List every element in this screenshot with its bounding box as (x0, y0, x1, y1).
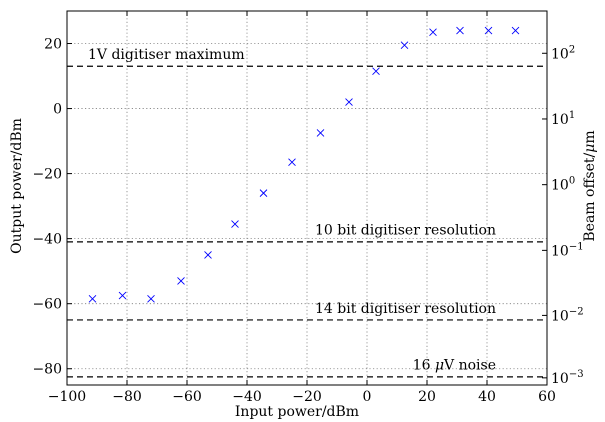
y2-tick-label: 10−3 (551, 369, 584, 387)
data-point (511, 26, 520, 35)
data-point (118, 291, 127, 300)
y2-tick-label: 10−1 (551, 241, 584, 259)
y-tick-label: −60 (32, 297, 62, 313)
y2-tick-label: 10−2 (551, 306, 584, 324)
y-axis-label: Output power/dBm (9, 118, 25, 254)
data-point (400, 41, 409, 49)
y2-axis-label: Beam offset/μm (582, 130, 598, 241)
reference-line-label: 10 bit digitiser resolution (315, 223, 496, 239)
x-axis-label: Input power/dBm (235, 404, 359, 420)
reference-line-label: 14 bit digitiser resolution (315, 301, 496, 317)
ticks (66, 11, 548, 385)
data-point (345, 98, 353, 106)
x-tick-label: 0 (363, 389, 372, 405)
data-markers (88, 26, 520, 303)
data-point (147, 294, 155, 303)
x-tick-label: −20 (292, 389, 322, 405)
data-point (456, 26, 464, 35)
data-point (88, 294, 97, 303)
data-point (288, 158, 296, 167)
x-tick-label: 20 (418, 389, 436, 405)
y2-tick-label: 100 (551, 176, 575, 194)
data-point (316, 129, 325, 137)
x-tick-label: −80 (112, 389, 142, 405)
x-tick-label: 60 (538, 389, 556, 405)
data-point (231, 220, 239, 228)
x-tick-label: 40 (478, 389, 496, 405)
data-point (484, 26, 493, 35)
data-point (204, 251, 212, 259)
reference-lines (67, 65, 547, 378)
reference-line-label: 16 μV noise (413, 358, 496, 374)
y-tick-label: 20 (44, 37, 62, 53)
x-tick-label: −40 (232, 389, 262, 405)
data-point (177, 277, 185, 285)
labels: −100 −80 −60 −40 −20 0 20 40 60 −80 −60 −40 −20 0 20 10… (9, 37, 598, 420)
reference-line-label: 1V digitiser maximum (88, 47, 245, 63)
y2-tick-label: 102 (551, 44, 575, 62)
y2-tick-label: 101 (551, 110, 575, 128)
x-tick-label: −100 (48, 389, 86, 405)
grid (67, 11, 547, 385)
y-tick-label: −20 (32, 167, 62, 183)
data-point (429, 28, 437, 36)
y-tick-label: 0 (53, 102, 62, 118)
data-point (372, 67, 380, 75)
y-tick-label: −40 (32, 232, 62, 248)
x-tick-label: −60 (172, 389, 202, 405)
data-point (259, 189, 268, 197)
y-tick-label: −80 (32, 362, 62, 378)
